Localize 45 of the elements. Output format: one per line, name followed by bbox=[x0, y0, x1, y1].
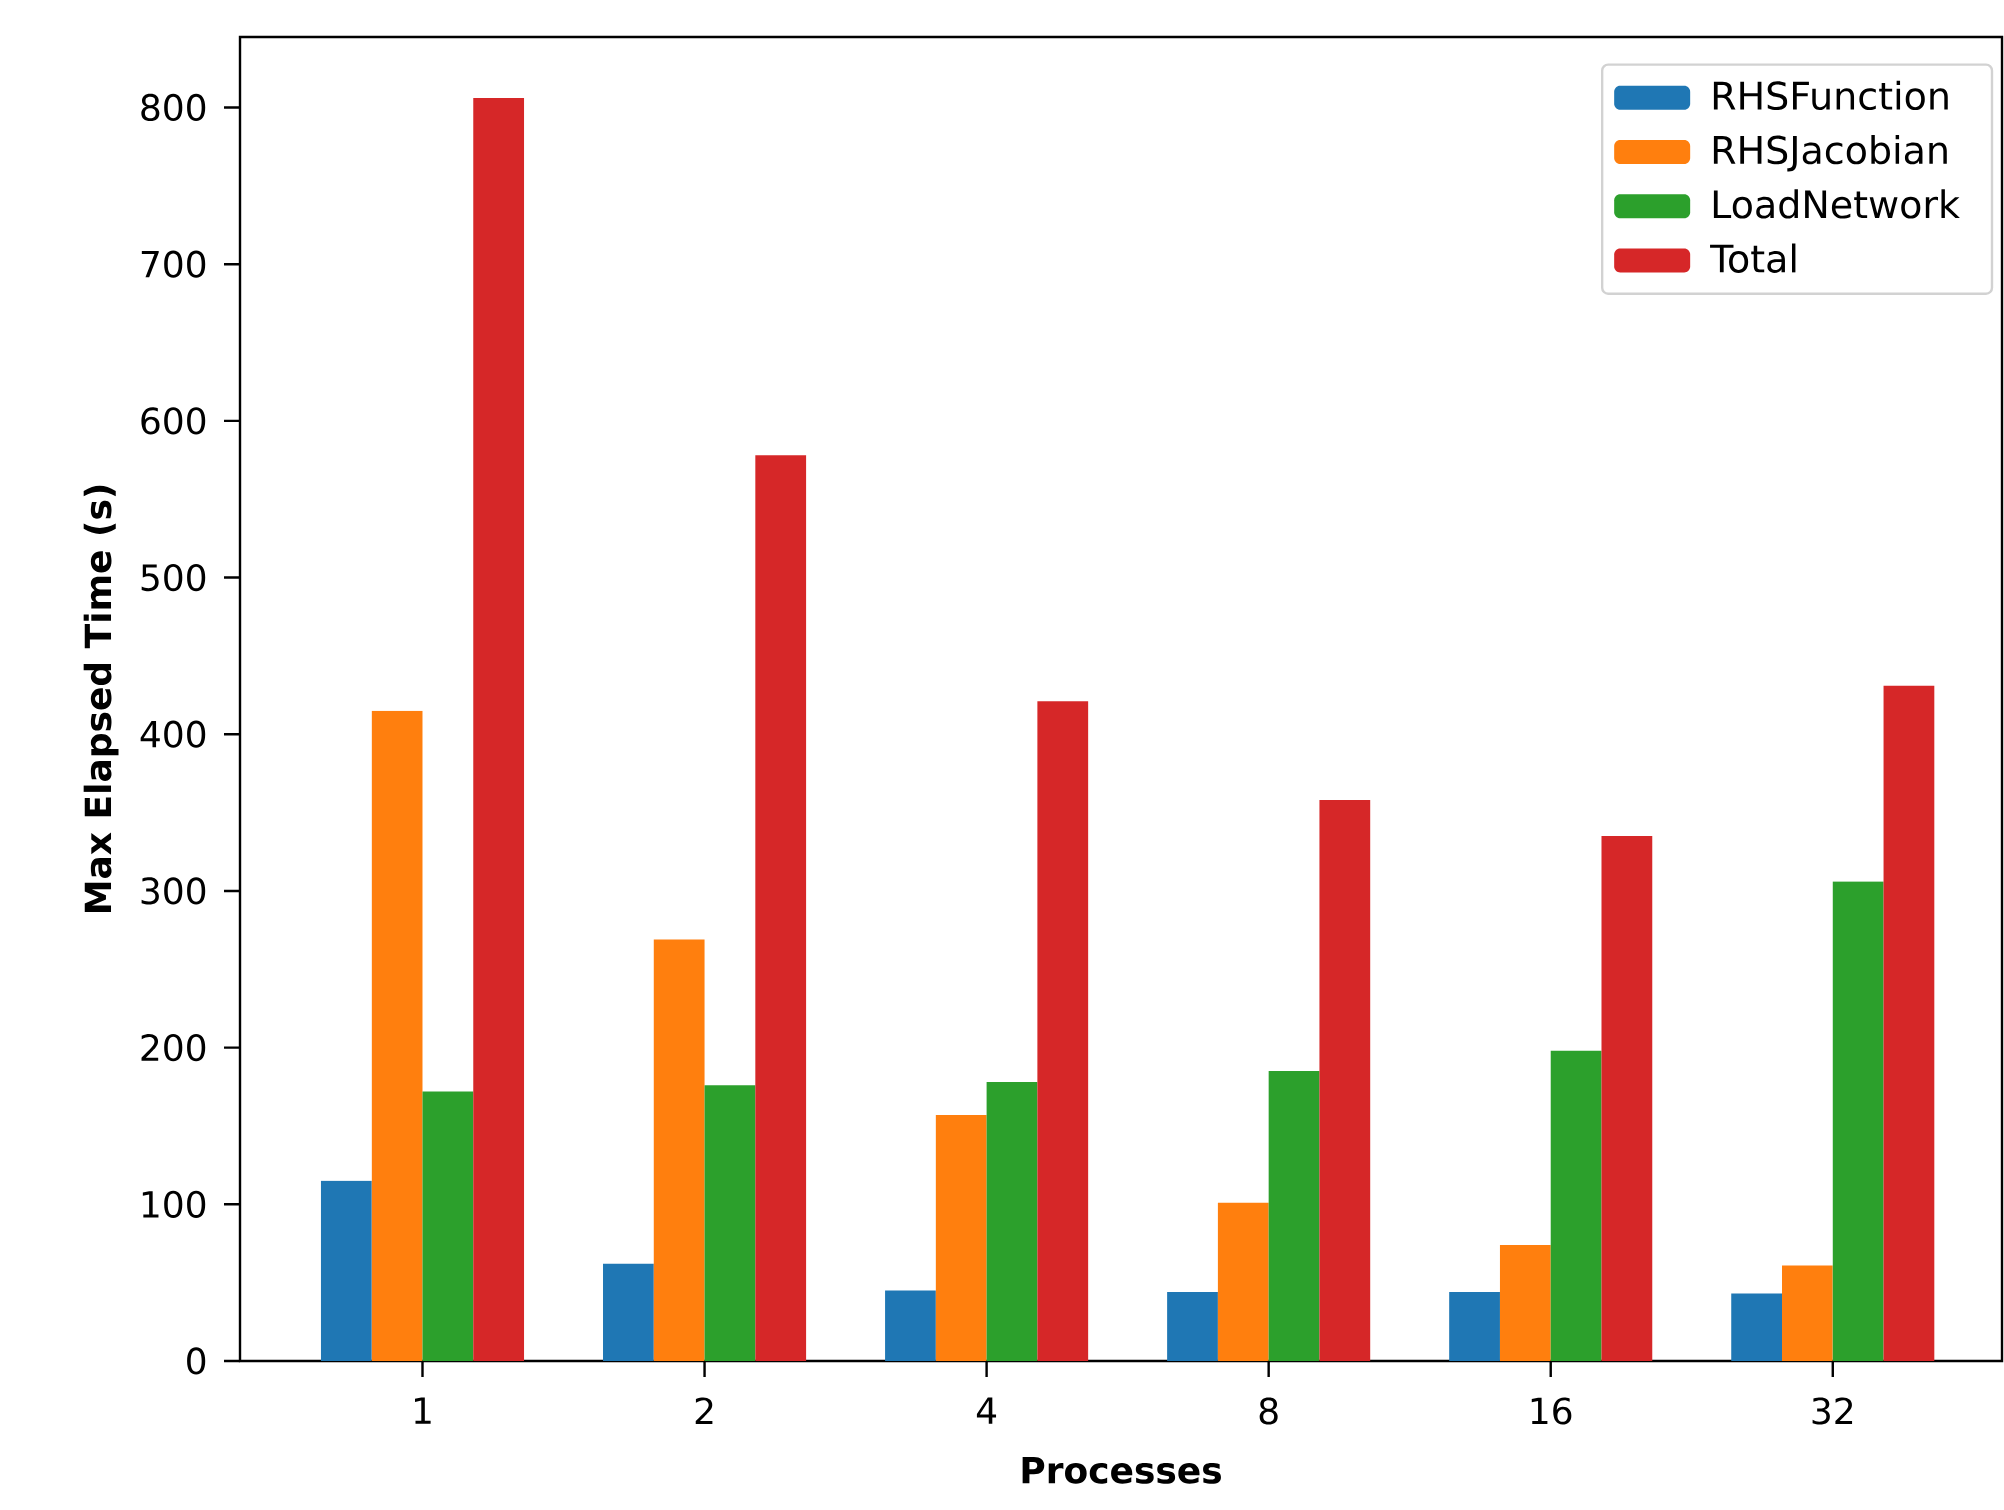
bar bbox=[1449, 1292, 1500, 1361]
y-tick-label: 300 bbox=[141, 877, 206, 905]
y-tick-label: 600 bbox=[141, 407, 206, 435]
y-tick-label: 0 bbox=[187, 1347, 206, 1375]
bar bbox=[1217, 1202, 1269, 1361]
x-axis-title: Processes bbox=[1022, 1457, 1221, 1484]
y-axis-title: Max Elapsed Time (s) bbox=[83, 485, 119, 913]
bar bbox=[1782, 1265, 1833, 1361]
legend-label: RHSJacobian bbox=[1713, 134, 1947, 172]
bar bbox=[755, 455, 807, 1361]
bar bbox=[1268, 1071, 1320, 1361]
x-tick-label: 32 bbox=[1812, 1397, 1853, 1425]
legend-label: LoadNetwork bbox=[1713, 189, 1960, 219]
bar bbox=[1319, 800, 1371, 1361]
bar bbox=[1883, 685, 1935, 1361]
x-tick-label: 2 bbox=[695, 1397, 713, 1425]
bar bbox=[473, 98, 525, 1361]
bar bbox=[603, 1263, 654, 1361]
bar bbox=[1832, 881, 1884, 1361]
bar bbox=[1167, 1292, 1218, 1361]
y-tick-label: 500 bbox=[141, 563, 206, 592]
bar bbox=[422, 1091, 474, 1361]
y-tick-label: 800 bbox=[141, 93, 206, 122]
legend-label: RHSFunction bbox=[1713, 80, 1948, 111]
y-tick-label: 700 bbox=[141, 250, 206, 278]
x-tick-label: 4 bbox=[976, 1397, 997, 1424]
bar bbox=[320, 1180, 372, 1361]
bar bbox=[371, 710, 423, 1361]
y-tick-label: 200 bbox=[141, 1033, 206, 1062]
x-tick-label: 16 bbox=[1531, 1397, 1572, 1425]
legend-label: Total bbox=[1710, 243, 1796, 273]
bar bbox=[1037, 701, 1089, 1361]
bar bbox=[885, 1290, 936, 1361]
bar bbox=[653, 939, 705, 1361]
bar bbox=[1550, 1050, 1602, 1361]
x-tick-label: 1 bbox=[415, 1397, 431, 1424]
y-tick-label: 400 bbox=[140, 720, 206, 748]
bar bbox=[1499, 1245, 1551, 1361]
bar bbox=[935, 1114, 987, 1361]
y-tick-label: 100 bbox=[142, 1190, 206, 1218]
bar bbox=[1601, 836, 1653, 1361]
x-tick-label: 8 bbox=[1259, 1397, 1278, 1425]
bar bbox=[704, 1085, 756, 1361]
bar bbox=[986, 1082, 1038, 1361]
bar bbox=[1731, 1293, 1782, 1361]
